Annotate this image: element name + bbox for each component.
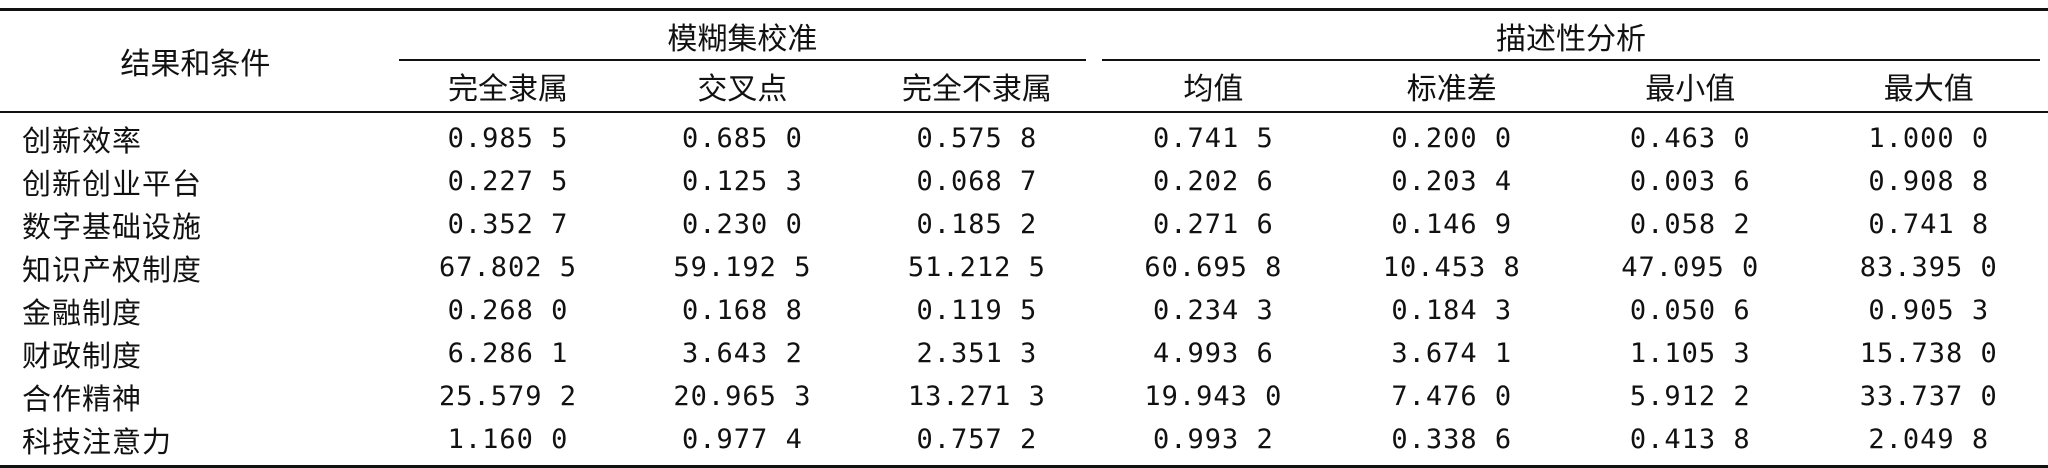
group-header-descriptive: 描述性分析 bbox=[1094, 10, 2048, 62]
table-cell: 0.146 9 bbox=[1391, 209, 1513, 240]
table-cell: 0.352 7 bbox=[447, 209, 569, 240]
table-cell: 0.908 8 bbox=[1868, 166, 1990, 197]
table-cell: 2.351 3 bbox=[916, 338, 1038, 369]
table-cell: 10.453 8 bbox=[1382, 252, 1521, 283]
table-cell: 6.286 1 bbox=[447, 338, 569, 369]
row-label: 知识产权制度 bbox=[22, 252, 203, 287]
table-cell: 1.105 3 bbox=[1629, 338, 1751, 369]
table-cell: 0.993 2 bbox=[1094, 418, 1333, 468]
table-cell: 15.738 0 bbox=[1859, 338, 1998, 369]
table-cell: 33.737 0 bbox=[1859, 381, 1998, 412]
table-row: 创新效率 0.985 5 0.685 0 0.575 8 0.741 5 0.2… bbox=[0, 112, 2048, 160]
table-cell: 0.271 6 bbox=[1152, 209, 1274, 240]
table-cell: 0.227 5 bbox=[447, 166, 569, 197]
table-cell: 83.395 0 bbox=[1859, 252, 1998, 283]
table-row: 数字基础设施 0.352 7 0.230 0 0.185 2 0.271 6 0… bbox=[0, 203, 2048, 246]
column-header: 完全不隶属 bbox=[901, 72, 1052, 107]
table-cell: 2.049 8 bbox=[1809, 418, 2048, 468]
header-row-columns: 完全隶属 交叉点 完全不隶属 均值 标准差 最小值 最大值 bbox=[0, 61, 2048, 112]
table-row: 知识产权制度 67.802 5 59.192 5 51.212 5 60.695… bbox=[0, 246, 2048, 289]
table-cell: 60.695 8 bbox=[1144, 252, 1283, 283]
table-cell: 0.003 6 bbox=[1629, 166, 1751, 197]
table-cell: 25.579 2 bbox=[438, 381, 577, 412]
table-cell: 0.125 3 bbox=[682, 166, 803, 197]
data-table: 结果和条件 模糊集校准 描述性分析 完全隶属 交叉点 完全不隶属 均值 标准差 … bbox=[0, 8, 2048, 468]
table-row: 金融制度 0.268 0 0.168 8 0.119 5 0.234 3 0.1… bbox=[0, 289, 2048, 332]
table-cell: 0.200 0 bbox=[1391, 123, 1513, 154]
column-header: 最大值 bbox=[1883, 72, 1974, 107]
corner-header: 结果和条件 bbox=[120, 47, 271, 82]
table-cell: 3.643 2 bbox=[682, 338, 803, 369]
table-row: 科技注意力 1.160 0 0.977 4 0.757 2 0.993 2 0.… bbox=[0, 418, 2048, 468]
table-cell: 0.185 2 bbox=[916, 209, 1038, 240]
table-cell: 0.050 6 bbox=[1629, 295, 1751, 326]
row-label: 创新创业平台 bbox=[22, 166, 203, 201]
data-table-container: 结果和条件 模糊集校准 描述性分析 完全隶属 交叉点 完全不隶属 均值 标准差 … bbox=[0, 8, 2048, 468]
table-body: 创新效率 0.985 5 0.685 0 0.575 8 0.741 5 0.2… bbox=[0, 112, 2048, 468]
table-cell: 0.268 0 bbox=[447, 295, 569, 326]
table-cell: 0.068 7 bbox=[916, 166, 1038, 197]
row-label: 财政制度 bbox=[22, 338, 143, 373]
table-cell: 0.741 5 bbox=[1152, 123, 1274, 154]
table-cell: 0.058 2 bbox=[1629, 209, 1751, 240]
table-cell: 3.674 1 bbox=[1391, 338, 1513, 369]
table-cell: 0.575 8 bbox=[916, 123, 1038, 154]
table-cell: 1.000 0 bbox=[1868, 123, 1990, 154]
table-cell: 0.202 6 bbox=[1152, 166, 1274, 197]
table-cell: 7.476 0 bbox=[1391, 381, 1513, 412]
table-cell: 0.977 4 bbox=[625, 418, 860, 468]
table-cell: 0.203 4 bbox=[1391, 166, 1513, 197]
group-header-calibration: 模糊集校准 bbox=[391, 10, 1094, 62]
table-cell: 59.192 5 bbox=[673, 252, 812, 283]
table-cell: 4.993 6 bbox=[1152, 338, 1274, 369]
column-header: 均值 bbox=[1183, 72, 1244, 107]
table-cell: 0.463 0 bbox=[1629, 123, 1751, 154]
column-header: 标准差 bbox=[1406, 72, 1497, 107]
table-cell: 0.757 2 bbox=[859, 418, 1095, 468]
table-row: 合作精神 25.579 2 20.965 3 13.271 3 19.943 0… bbox=[0, 375, 2048, 418]
table-cell: 0.413 8 bbox=[1571, 418, 1810, 468]
table-cell: 20.965 3 bbox=[673, 381, 812, 412]
table-cell: 0.184 3 bbox=[1391, 295, 1513, 326]
table-cell: 0.985 5 bbox=[447, 123, 569, 154]
table-cell: 19.943 0 bbox=[1144, 381, 1283, 412]
table-cell: 0.119 5 bbox=[916, 295, 1038, 326]
table-cell: 51.212 5 bbox=[907, 252, 1046, 283]
column-header: 交叉点 bbox=[697, 72, 788, 107]
table-cell: 0.230 0 bbox=[682, 209, 803, 240]
column-header: 最小值 bbox=[1645, 72, 1736, 107]
row-label: 金融制度 bbox=[22, 295, 143, 330]
table-cell: 0.685 0 bbox=[682, 123, 803, 154]
table-cell: 0.234 3 bbox=[1152, 295, 1274, 326]
table-cell: 67.802 5 bbox=[438, 252, 577, 283]
table-cell: 5.912 2 bbox=[1629, 381, 1751, 412]
column-header: 完全隶属 bbox=[447, 72, 568, 107]
table-cell: 0.741 8 bbox=[1868, 209, 1990, 240]
table-cell: 47.095 0 bbox=[1621, 252, 1760, 283]
row-label: 数字基础设施 bbox=[22, 209, 203, 244]
table-cell: 0.168 8 bbox=[682, 295, 803, 326]
table-cell: 0.338 6 bbox=[1332, 418, 1572, 468]
table-cell: 0.905 3 bbox=[1868, 295, 1990, 326]
table-cell: 13.271 3 bbox=[907, 381, 1046, 412]
row-label: 合作精神 bbox=[22, 381, 143, 416]
table-row: 创新创业平台 0.227 5 0.125 3 0.068 7 0.202 6 0… bbox=[0, 160, 2048, 203]
table-cell: 1.160 0 bbox=[390, 418, 626, 468]
row-label: 科技注意力 bbox=[0, 418, 391, 468]
row-label: 创新效率 bbox=[22, 123, 143, 158]
header-row-groups: 结果和条件 模糊集校准 描述性分析 bbox=[0, 9, 2048, 82]
table-row: 财政制度 6.286 1 3.643 2 2.351 3 4.993 6 3.6… bbox=[0, 332, 2048, 375]
